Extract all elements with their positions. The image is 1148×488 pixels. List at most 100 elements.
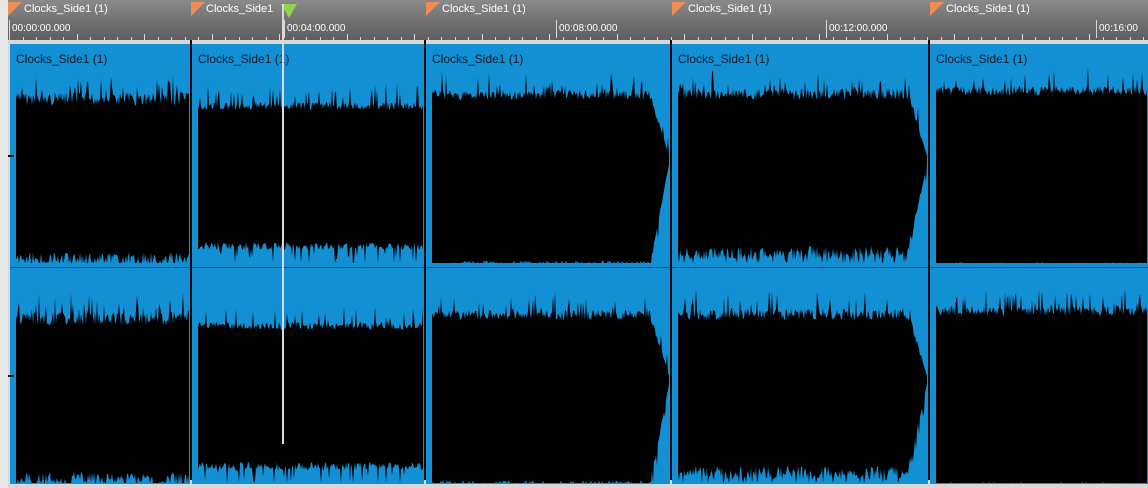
ruler-tick (320, 37, 321, 40)
waveform-channel (936, 288, 1147, 483)
clip-title: Clocks_Side1 (1) (936, 52, 1028, 66)
ruler-tick (630, 37, 631, 40)
ruler-tick (293, 37, 294, 40)
ruler-tick (752, 34, 753, 40)
timecode-bar (9, 20, 10, 38)
ruler-tick (995, 37, 996, 40)
waveform-channel (936, 67, 1147, 263)
clip-boundary (424, 40, 426, 480)
ruler-tick (482, 34, 483, 40)
ruler-tick (1035, 37, 1036, 40)
ruler-tick (563, 37, 564, 40)
ruler-tick (333, 37, 334, 40)
track-area[interactable]: Clocks_Side1 (1) Clocks_Side1 (1) Clocks… (8, 40, 1148, 488)
marker-label[interactable]: Clocks_Side1 (1) (688, 3, 772, 15)
ruler-tick (63, 37, 64, 40)
audio-clip[interactable]: Clocks_Side1 (1) (10, 44, 190, 484)
ruler-tick (954, 34, 955, 40)
audio-clip[interactable]: Clocks_Side1 (1) (426, 44, 670, 484)
timecode-bar (556, 20, 557, 38)
ruler-tick (239, 37, 240, 40)
clip-title: Clocks_Side1 (1) (432, 52, 524, 66)
ruler-tick (212, 34, 213, 40)
ruler-tick (1062, 37, 1063, 40)
marker-label[interactable]: Clocks_Side1 (206, 3, 274, 15)
marker-flag-icon[interactable] (426, 2, 440, 16)
clip-title: Clocks_Side1 (1) (678, 52, 770, 66)
ruler-tick (441, 37, 442, 40)
timecode-label: 00:12:00.000 (829, 23, 888, 34)
ruler-tick (50, 37, 51, 40)
clip-boundary (670, 40, 672, 480)
ruler-tick (725, 37, 726, 40)
ruler-tick (981, 37, 982, 40)
ruler-tick (644, 37, 645, 40)
timecode-label: 00:00:00.000 (12, 23, 71, 34)
ruler-tick (536, 37, 537, 40)
waveform (16, 76, 189, 483)
audio-clip[interactable]: Clocks_Side1 (1) (930, 44, 1148, 484)
ruler-tick (860, 37, 861, 40)
ruler-tick (387, 37, 388, 40)
ruler-tick (792, 37, 793, 40)
playback-cursor[interactable] (282, 4, 284, 444)
marker-flag-icon[interactable] (672, 2, 686, 16)
ruler-tick (225, 37, 226, 40)
clip-title: Clocks_Side1 (1) (16, 52, 108, 66)
waveform-channel (432, 292, 669, 483)
waveform-channel (16, 76, 189, 263)
ruler-tick (819, 34, 820, 40)
ruler-tick (468, 37, 469, 40)
ruler-tick (414, 34, 415, 40)
ruler-tick (806, 37, 807, 40)
waveform (678, 70, 927, 483)
ruler-tick (266, 37, 267, 40)
ruler-tick (1076, 37, 1077, 40)
waveform-channel (678, 289, 927, 483)
ruler-tick (1116, 37, 1117, 40)
channel-divider (426, 267, 670, 268)
ruler-tick (158, 37, 159, 40)
ruler-tick (495, 37, 496, 40)
ruler-tick (671, 37, 672, 40)
ruler-tick (185, 37, 186, 40)
ruler-tick (455, 37, 456, 40)
ruler-tick (549, 34, 550, 40)
timeline-ruler[interactable]: Clocks_Side1 (1) Clocks_Side1 Clocks_Sid… (8, 0, 1148, 41)
waveform (198, 83, 423, 483)
waveform-channel (198, 83, 423, 264)
marker-label[interactable]: Clocks_Side1 (1) (946, 3, 1030, 15)
audio-clip[interactable]: Clocks_Side1 (1) (672, 44, 928, 484)
ruler-tick (374, 37, 375, 40)
marker-flag-icon[interactable] (191, 2, 205, 16)
timecode-bar (1096, 20, 1097, 38)
ruler-tick (698, 37, 699, 40)
ruler-tick (914, 37, 915, 40)
ruler-tick (306, 37, 307, 40)
waveform (936, 67, 1147, 483)
ruler-tick (711, 37, 712, 40)
audio-clip[interactable]: Clocks_Side1 (1) (192, 44, 424, 484)
channel-divider (930, 267, 1148, 268)
marker-flag-icon[interactable] (930, 2, 944, 16)
ruler-tick (1089, 34, 1090, 40)
marker-label[interactable]: Clocks_Side1 (1) (24, 3, 108, 15)
ruler-tick (1049, 37, 1050, 40)
ruler-tick (522, 37, 523, 40)
timecode-label: 00:04:00.000 (287, 23, 346, 34)
waveform-channel (198, 307, 423, 483)
ruler-tick (360, 37, 361, 40)
ruler-tick (347, 34, 348, 40)
playhead-triangle-icon[interactable] (281, 4, 297, 18)
ruler-tick (941, 37, 942, 40)
ruler-tick (36, 37, 37, 40)
marker-label[interactable]: Clocks_Side1 (1) (442, 3, 526, 15)
ruler-tick (738, 37, 739, 40)
channel-center-tick (8, 155, 14, 157)
ruler-tick (873, 37, 874, 40)
channel-divider (192, 267, 424, 268)
marker-flag-icon[interactable] (8, 2, 22, 16)
channel-divider (672, 267, 928, 268)
ruler-tick (765, 37, 766, 40)
ruler-tick (198, 37, 199, 40)
